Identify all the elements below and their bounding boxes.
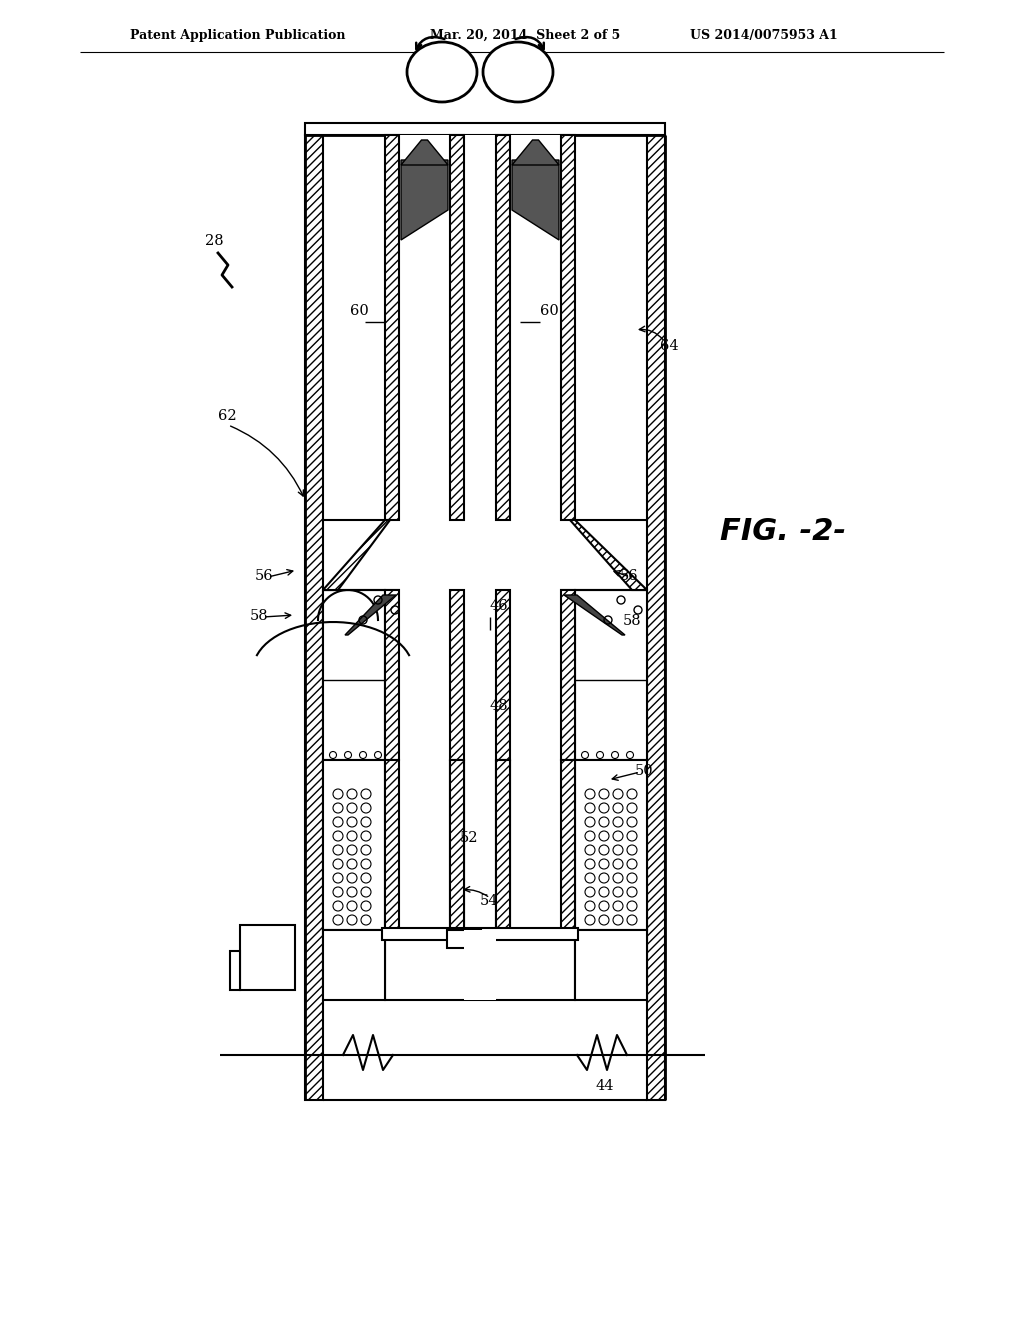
Text: 54: 54 [480, 894, 499, 908]
Bar [399, 135, 450, 520]
Polygon shape [512, 160, 559, 240]
Text: 58: 58 [250, 609, 268, 623]
Bar [230, 950, 240, 990]
Bar [323, 760, 385, 931]
Text: Patent Application Publication: Patent Application Publication [130, 29, 345, 41]
Text: 60: 60 [540, 304, 559, 318]
Ellipse shape [483, 42, 553, 102]
Text: 44: 44 [596, 1078, 614, 1093]
Bar [561, 590, 575, 760]
Text: US 2014/0075953 A1: US 2014/0075953 A1 [690, 29, 838, 41]
Bar [450, 135, 464, 520]
Polygon shape [345, 595, 396, 635]
Text: 56: 56 [255, 569, 273, 583]
Bar [575, 590, 647, 760]
Bar [385, 590, 399, 760]
Text: 46: 46 [490, 599, 509, 612]
Bar [323, 931, 385, 1001]
Bar [385, 135, 399, 520]
Text: 52: 52 [460, 832, 478, 845]
Bar [510, 135, 561, 520]
Text: 28: 28 [205, 234, 223, 248]
Bar [496, 135, 510, 520]
Bar [305, 123, 665, 135]
Bar [447, 931, 481, 948]
Polygon shape [401, 140, 449, 165]
Polygon shape [570, 520, 647, 590]
Bar [496, 590, 510, 760]
Bar [575, 931, 647, 1001]
Bar [450, 760, 464, 931]
Text: 64: 64 [660, 339, 679, 352]
Text: 56: 56 [620, 569, 639, 583]
Polygon shape [323, 520, 390, 590]
Polygon shape [401, 160, 449, 240]
Bar [647, 135, 665, 1100]
Bar [464, 931, 496, 1001]
Bar [496, 760, 510, 931]
Text: 50: 50 [635, 764, 653, 777]
Text: 58: 58 [623, 614, 642, 628]
Bar [561, 760, 575, 931]
Text: 60: 60 [350, 304, 369, 318]
Bar [382, 928, 578, 940]
Text: 48: 48 [490, 700, 509, 713]
Text: Mar. 20, 2014  Sheet 2 of 5: Mar. 20, 2014 Sheet 2 of 5 [430, 29, 621, 41]
Text: 62: 62 [218, 409, 237, 422]
Bar [575, 760, 647, 931]
Bar [323, 590, 385, 760]
Bar [240, 925, 295, 990]
Polygon shape [564, 595, 625, 635]
Polygon shape [512, 140, 559, 165]
Bar [385, 931, 575, 1001]
Bar [385, 760, 399, 931]
Bar [450, 590, 464, 760]
Text: FIG. -2-: FIG. -2- [720, 517, 846, 546]
Bar [464, 135, 496, 520]
Bar [305, 135, 323, 1100]
Bar [561, 135, 575, 520]
Ellipse shape [407, 42, 477, 102]
